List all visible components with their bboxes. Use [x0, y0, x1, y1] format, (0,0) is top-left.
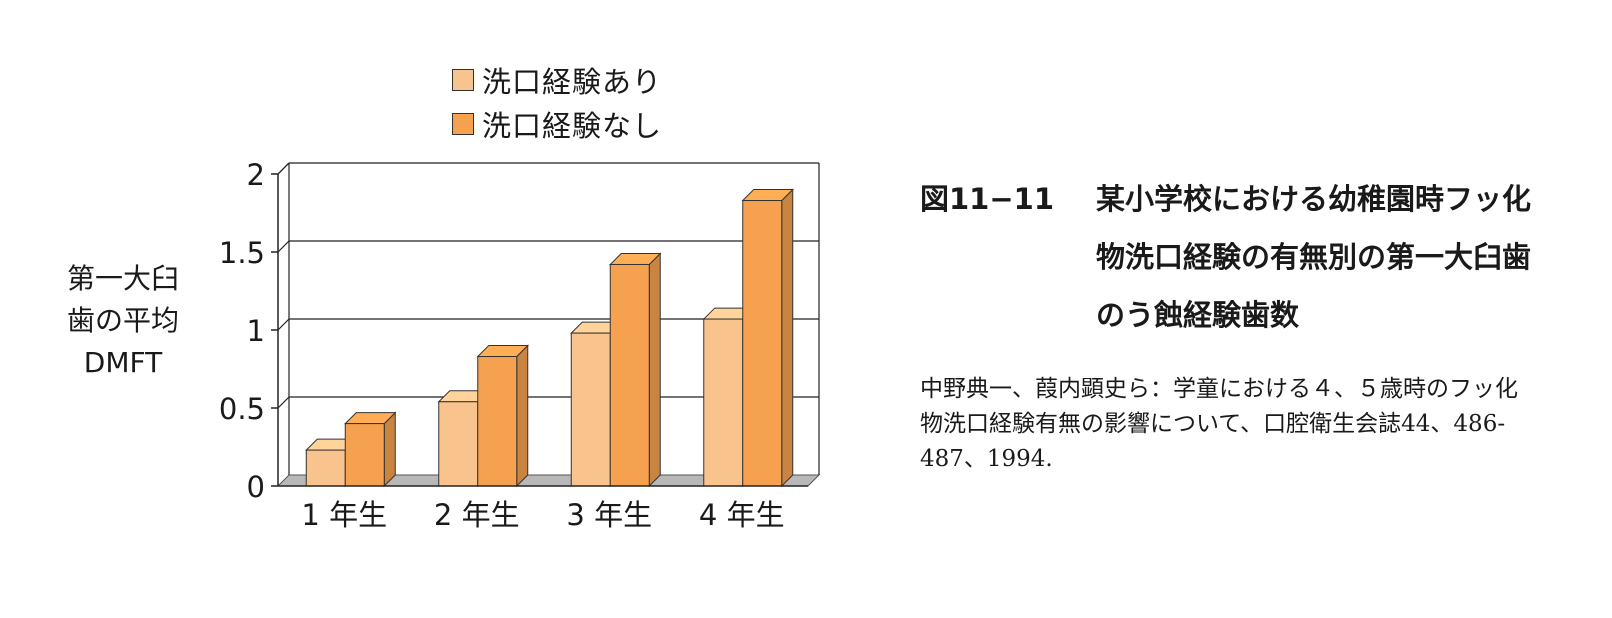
wall-top-diagonal	[277, 162, 290, 175]
bar-front	[344, 423, 385, 487]
x-tick-label: 2 年生	[434, 498, 520, 532]
bar-side	[781, 188, 794, 488]
bar-front	[742, 200, 783, 487]
legend-label-without-rinse: 洗口経験なし	[482, 109, 663, 143]
chart-legend: 洗口経験あり 洗口経験なし	[452, 58, 662, 146]
figure-number: 図11−11	[920, 182, 1055, 216]
bar-front	[477, 356, 518, 487]
gridline-diagonal	[277, 240, 290, 253]
bar-side	[383, 411, 396, 488]
bar-front	[609, 263, 650, 487]
y-tick-label: 0.5	[219, 392, 265, 426]
x-tick-label: 1 年生	[301, 498, 387, 532]
bar-side	[516, 344, 529, 488]
legend-item-without-rinse: 洗口経験なし	[452, 102, 662, 146]
figure-title: 某小学校における幼稚園時フッ化物洗口経験の有無別の第一大臼歯のう蝕経験歯数	[1096, 182, 1532, 332]
bar-2-2	[476, 344, 529, 488]
legend-item-with-rinse: 洗口経験あり	[452, 58, 662, 102]
bar-front	[305, 449, 346, 487]
bar-2-4	[741, 188, 794, 488]
bar-2-3	[609, 252, 662, 488]
legend-swatch-with-rinse	[452, 69, 474, 91]
y-axis-label: 第一大臼 歯の平均 DMFT	[66, 262, 179, 379]
x-tick-label: 3 年生	[566, 498, 652, 532]
y-tick-label: 2	[247, 158, 265, 192]
x-tick-label: 4 年生	[699, 498, 785, 532]
gridline-diagonal	[277, 318, 290, 331]
bar-2-1	[344, 411, 397, 488]
bar-front	[570, 332, 611, 487]
bar-front	[438, 401, 479, 487]
y-tick-label: 0	[247, 470, 265, 504]
gridline-diagonal	[277, 396, 290, 409]
legend-swatch-without-rinse	[452, 113, 474, 135]
y-tick-label: 1.5	[219, 236, 265, 270]
legend-label-with-rinse: 洗口経験あり	[482, 65, 663, 99]
reference-citation: 中野典一、葭内顕史ら：学童における４、５歳時のフッ化物洗口経験有無の影響について…	[920, 376, 1518, 472]
bar-front	[703, 318, 744, 487]
figure-caption: 図11−11 某小学校における幼稚園時フッ化物洗口経験の有無別の第一大臼歯のう蝕…	[920, 170, 1560, 344]
y-tick-label: 1	[247, 314, 265, 348]
bar-side	[648, 252, 661, 488]
